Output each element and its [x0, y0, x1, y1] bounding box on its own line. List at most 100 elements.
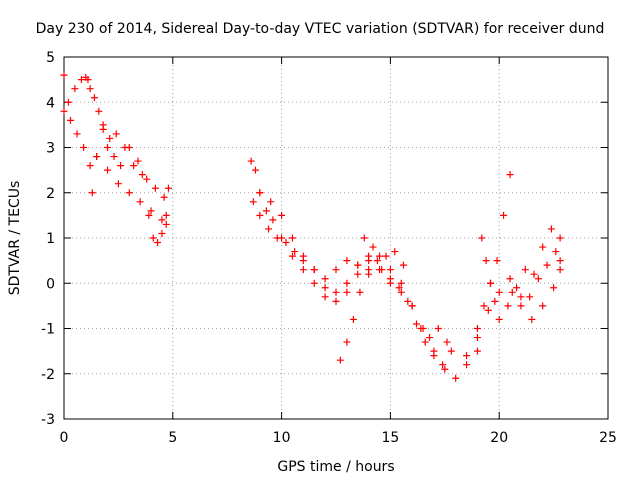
series-arc-b	[60, 107, 170, 224]
data-point	[247, 157, 255, 165]
data-point	[88, 189, 96, 197]
data-point	[112, 130, 120, 138]
data-point	[99, 121, 107, 129]
data-point	[321, 275, 329, 283]
data-point	[365, 266, 373, 274]
data-point	[417, 325, 425, 332]
data-point	[310, 266, 318, 274]
data-point	[478, 234, 486, 242]
data-point	[104, 166, 112, 174]
data-point	[397, 279, 405, 287]
data-point	[491, 297, 499, 305]
data-point	[151, 184, 159, 192]
data-point	[486, 279, 494, 287]
data-point	[343, 288, 351, 296]
data-point	[125, 189, 133, 197]
data-point	[382, 252, 390, 260]
data-point	[343, 257, 351, 265]
data-point	[421, 338, 429, 346]
data-point	[547, 225, 555, 233]
data-point	[463, 352, 471, 360]
data-point	[310, 279, 318, 287]
data-point	[473, 334, 481, 342]
x-tick-label: 25	[599, 430, 617, 446]
data-point	[249, 198, 257, 206]
data-point	[121, 144, 129, 151]
data-point	[162, 211, 170, 219]
y-tick-labels: -3 -2 -1 0 1 2 3 4 5	[41, 50, 55, 428]
data-point	[397, 288, 405, 296]
data-point	[441, 365, 449, 373]
series-arc-i	[360, 234, 455, 369]
data-point	[495, 315, 503, 323]
data-point	[278, 211, 286, 219]
data-point	[473, 347, 481, 355]
data-point	[77, 76, 85, 84]
series-arc-k	[463, 266, 564, 360]
data-point	[336, 356, 344, 364]
data-point	[447, 347, 455, 355]
data-point	[321, 293, 329, 301]
data-point	[530, 270, 538, 278]
data-point	[154, 239, 162, 247]
data-point	[484, 306, 492, 314]
data-point	[369, 243, 377, 251]
x-tick-label: 0	[60, 430, 69, 446]
data-point	[413, 320, 421, 328]
series-arc-g	[256, 189, 481, 382]
data-point	[463, 361, 471, 369]
data-point	[360, 234, 368, 242]
data-point	[349, 315, 357, 323]
data-point	[517, 302, 525, 310]
data-point	[521, 266, 529, 274]
series-arc-m	[508, 248, 564, 310]
data-point	[376, 252, 384, 260]
x-tick-label: 5	[168, 430, 177, 446]
data-point	[288, 234, 296, 242]
data-point	[143, 175, 151, 183]
chart-title: Day 230 of 2014, Sidereal Day-to-day VTE…	[36, 21, 605, 37]
data-point	[399, 261, 407, 269]
data-point	[500, 211, 508, 219]
data-point	[493, 257, 501, 265]
data-point	[149, 234, 157, 242]
data-point	[104, 144, 112, 151]
data-point	[299, 266, 307, 274]
data-point	[556, 266, 564, 274]
data-point	[256, 211, 264, 219]
data-point	[160, 193, 168, 201]
data-points	[60, 71, 564, 382]
data-point	[110, 153, 118, 161]
series-arc-l	[478, 225, 564, 323]
y-axis-label: SDTVAR / TECUs	[7, 181, 23, 296]
data-point	[147, 207, 155, 215]
data-point	[86, 162, 94, 170]
series-arc-c	[86, 85, 172, 201]
data-point	[332, 288, 340, 296]
data-point	[73, 130, 81, 138]
data-point	[506, 275, 514, 283]
data-point	[106, 134, 114, 142]
data-point	[273, 234, 281, 242]
series-arc-a	[60, 71, 92, 106]
data-point	[404, 297, 412, 305]
data-point	[365, 257, 373, 265]
data-point	[480, 302, 488, 310]
data-point	[114, 180, 122, 188]
data-point	[539, 243, 547, 251]
series-arc-e	[247, 157, 373, 305]
data-point	[321, 284, 329, 292]
data-point	[513, 284, 521, 292]
data-point	[158, 229, 166, 237]
series-arc-d	[88, 121, 170, 247]
data-point	[482, 257, 490, 265]
data-point	[299, 252, 307, 260]
data-point	[130, 162, 138, 170]
data-point	[136, 198, 144, 206]
data-point	[343, 338, 351, 346]
data-point	[526, 293, 534, 301]
data-point	[426, 334, 434, 342]
data-point	[67, 116, 75, 124]
data-point	[556, 234, 564, 242]
